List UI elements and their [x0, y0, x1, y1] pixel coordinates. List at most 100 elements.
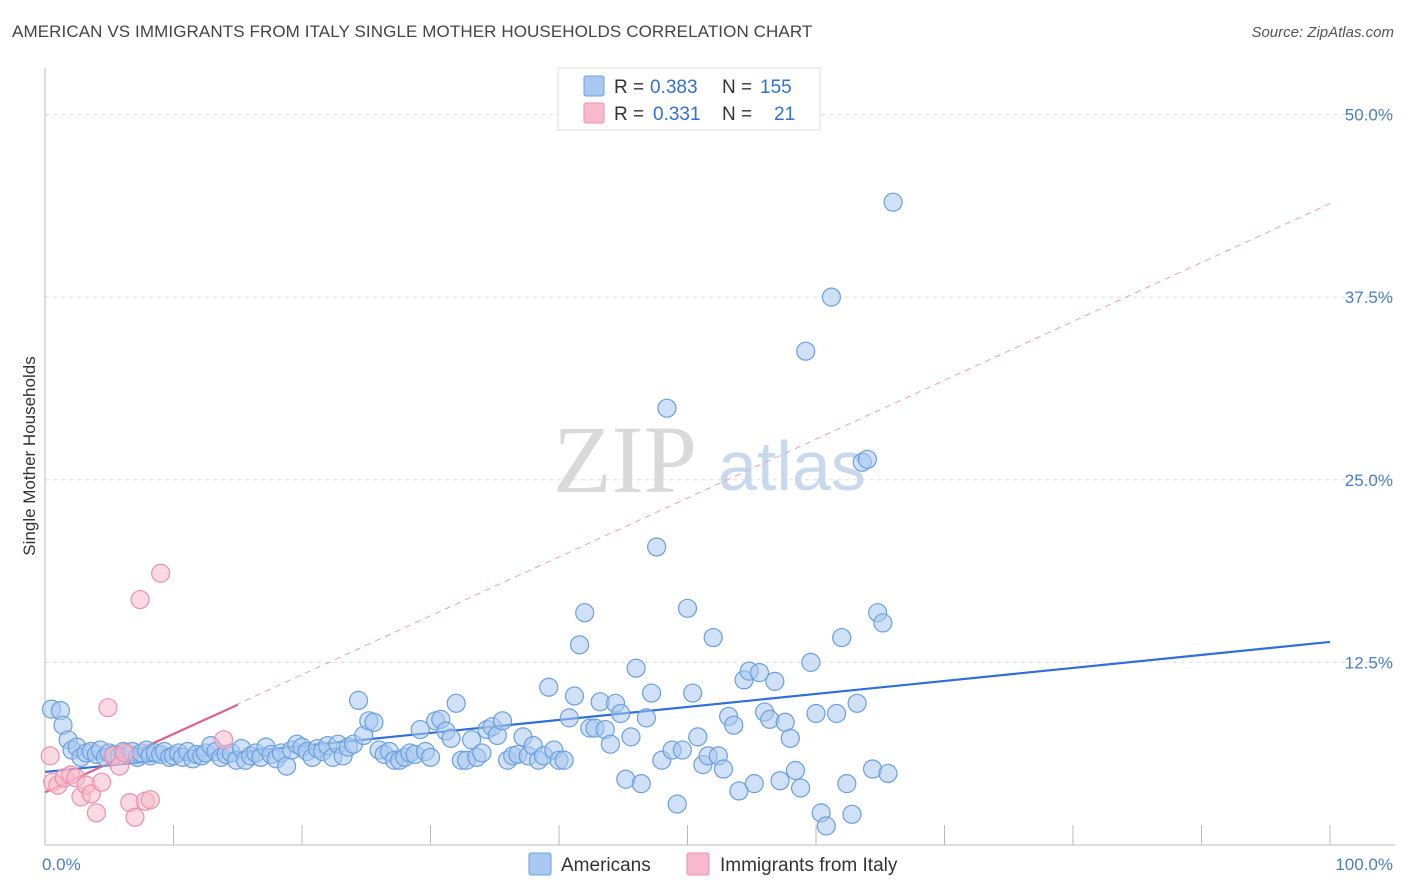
point-0-116 [621, 727, 641, 747]
y-tick-labels: 12.5% 25.0% 37.5% 50.0% [1345, 106, 1393, 673]
point-0-129 [688, 727, 708, 747]
point-0-91 [492, 711, 513, 731]
point-0-66 [364, 712, 384, 732]
point-0-100 [539, 677, 559, 697]
point-0-104 [559, 708, 579, 728]
point-0-127 [677, 598, 698, 618]
point-0-146 [775, 712, 795, 732]
point-0-137 [729, 781, 749, 801]
point-0-123 [657, 398, 677, 418]
point-0-152 [806, 703, 826, 724]
point-1-11 [98, 698, 118, 718]
point-0-144 [765, 671, 785, 691]
y-tick-label-1: 25.0% [1345, 471, 1393, 490]
point-0-157 [832, 627, 852, 648]
point-1-19 [140, 790, 160, 810]
point-0-75 [410, 719, 430, 740]
stats-r-value-americans: 0.383 [650, 77, 698, 98]
point-0-141 [749, 663, 770, 683]
point-0-126 [672, 740, 692, 760]
point-0-166 [878, 763, 898, 784]
point-0-159 [842, 804, 862, 824]
trendline-extended-1 [44, 203, 1331, 793]
grid-lines [45, 114, 1395, 663]
point-0-156 [826, 703, 847, 724]
x-tick-label-0: 0.0% [42, 855, 81, 874]
point-0-118 [631, 774, 651, 794]
point-1-0 [40, 746, 60, 766]
point-0-145 [770, 771, 790, 791]
point-1-14 [115, 743, 135, 763]
y-tick-label-0: 12.5% [1345, 653, 1393, 672]
stats-r-label-americans: R = [614, 77, 644, 98]
x-tick-labels: 0.0% 100.0% [42, 855, 1393, 874]
point-0-49 [276, 756, 297, 776]
point-0-132 [703, 627, 723, 648]
point-0-154 [816, 816, 836, 836]
y-axis-label: Single Mother Households [20, 356, 39, 555]
point-0-105 [564, 686, 585, 706]
point-1-17 [130, 589, 150, 610]
point-0-125 [667, 794, 687, 814]
stats-legend-swatch-americans [583, 75, 605, 97]
stats-n-label-italy: N = [722, 104, 752, 125]
y-tick-label-2: 37.5% [1345, 288, 1393, 307]
point-0-165 [873, 613, 893, 633]
stats-legend-swatch-italy [583, 102, 605, 124]
stats-legend: R = 0.383 N = 155 R = 0.331 N = 21 [557, 67, 821, 131]
point-0-167 [883, 192, 903, 212]
point-0-106 [569, 635, 590, 655]
point-0-81 [441, 728, 461, 748]
x-tick-label-1: 100.0% [1335, 855, 1393, 874]
trend-lines [44, 203, 1331, 794]
point-0-158 [837, 774, 857, 794]
point-0-136 [724, 715, 744, 735]
series-legend: Americans Immigrants from Italy [528, 852, 898, 876]
data-points [40, 192, 903, 836]
point-0-150 [796, 341, 816, 361]
point-0-87 [472, 743, 492, 763]
stats-r-value-italy: 0.331 [653, 104, 701, 125]
point-0-117 [626, 658, 646, 678]
watermark: ZIP atlas [553, 406, 866, 513]
point-0-151 [801, 652, 821, 672]
point-0-77 [420, 747, 441, 767]
point-0-121 [647, 537, 667, 557]
point-0-148 [785, 760, 806, 781]
point-1-10 [91, 772, 112, 792]
stats-n-value-italy: 21 [774, 104, 795, 125]
stats-n-value-americans: 155 [760, 77, 792, 98]
legend-label-italy: Immigrants from Italy [720, 855, 898, 876]
point-0-140 [744, 774, 764, 794]
point-1-20 [151, 563, 171, 583]
legend-label-americans: Americans [561, 855, 651, 876]
point-0-107 [575, 603, 595, 623]
stats-r-label-italy: R = [614, 104, 644, 125]
point-0-147 [780, 728, 800, 748]
watermark-atlas: atlas [718, 427, 866, 505]
stats-n-label-americans: N = [722, 77, 752, 98]
point-1-16 [125, 807, 145, 827]
point-0-120 [641, 683, 662, 703]
point-0-119 [636, 708, 656, 728]
point-0-134 [713, 759, 734, 779]
point-0-85 [462, 730, 482, 750]
watermark-zip: ZIP [553, 406, 697, 513]
point-1-9 [86, 803, 107, 823]
point-0-114 [611, 703, 631, 724]
point-0-63 [348, 690, 369, 710]
point-0-82 [446, 693, 466, 713]
legend-swatch-americans [528, 852, 552, 876]
point-0-160 [847, 693, 867, 713]
y-tick-label-3: 50.0% [1345, 106, 1393, 125]
point-0-128 [683, 683, 703, 703]
point-0-162 [857, 449, 878, 469]
point-0-155 [821, 287, 842, 307]
point-1-21 [214, 730, 234, 750]
point-0-103 [554, 750, 574, 770]
legend-swatch-italy [686, 852, 710, 876]
point-0-112 [600, 734, 621, 754]
source-credit: Source: ZipAtlas.com [1251, 24, 1394, 41]
chart-title: AMERICAN VS IMMIGRANTS FROM ITALY SINGLE… [12, 22, 813, 41]
